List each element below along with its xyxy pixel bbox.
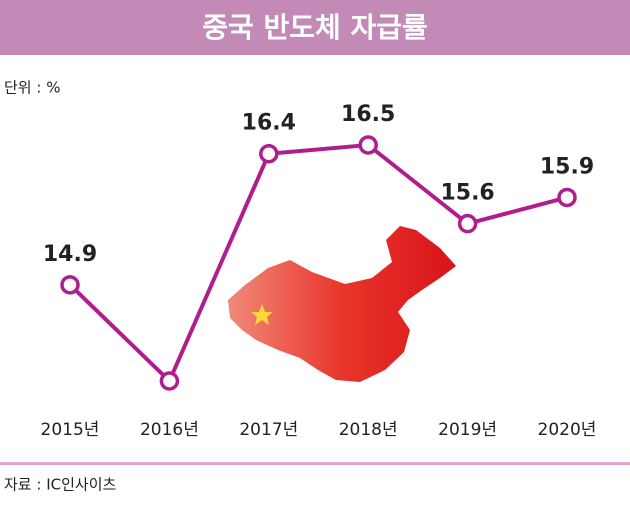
- marker: [457, 213, 478, 234]
- unit-label: 단위 : %: [4, 79, 60, 97]
- x-tick-label: 2015년: [41, 420, 100, 440]
- source-label: 자료 : IC인사이츠: [4, 476, 116, 494]
- data-label: 16.5: [341, 102, 395, 127]
- x-tick-label: 2018년: [339, 420, 398, 440]
- china-map: [228, 226, 456, 382]
- x-tick-label: 2020년: [538, 420, 597, 440]
- marker: [259, 143, 279, 164]
- x-tick-label: 2016년: [140, 420, 199, 440]
- marker: [60, 275, 80, 295]
- marker: [159, 371, 180, 391]
- data-label: 16.4: [242, 111, 296, 136]
- x-tick-label: 2017년: [239, 420, 298, 440]
- chart-title: 중국 반도체 자급률: [202, 11, 428, 44]
- data-label: 15.6: [440, 181, 494, 206]
- header-band: [0, 0, 630, 55]
- data-label: 14.9: [43, 242, 97, 267]
- marker: [557, 187, 577, 208]
- x-tick-label: 2019년: [438, 420, 497, 440]
- data-label: 15.9: [540, 154, 594, 179]
- divider: [0, 462, 630, 465]
- line: [68, 142, 568, 385]
- marker: [358, 135, 378, 155]
